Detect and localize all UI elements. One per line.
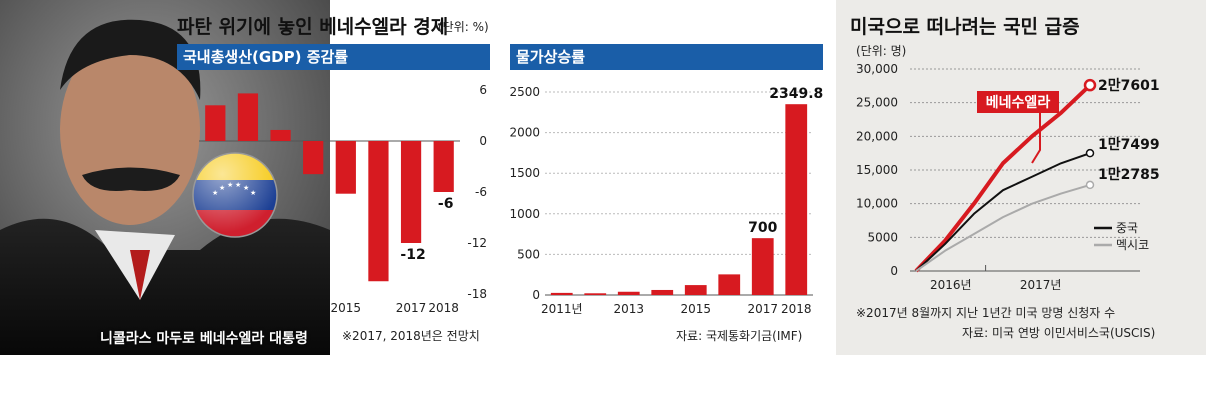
- series-end-label: 1만2785: [1098, 167, 1160, 183]
- y-tick-label: 30,000: [856, 62, 898, 76]
- y-tick-label: 0: [890, 264, 898, 278]
- venezuela-series-line: [914, 83, 1092, 273]
- cpi-source: 자료: 국제통화기금(IMF): [676, 329, 803, 343]
- y-tick-label: 2500: [509, 85, 540, 99]
- inflation-bar: [718, 274, 741, 295]
- x-tick-label: 2018: [781, 302, 812, 316]
- gdp-bar-chart: 6 0 -6 -12 -18 2015 2017 -12 2018 -6: [199, 83, 487, 315]
- x-tick-label: 2015: [680, 302, 711, 316]
- y-tick-label: 2000: [509, 126, 540, 140]
- y-tick-label: -18: [467, 287, 487, 301]
- gdp-bar: [368, 141, 389, 282]
- x-tick-label: 2017: [396, 301, 427, 315]
- legend-label-mexico: 멕시코: [1116, 238, 1149, 252]
- inflation-bar: [785, 104, 808, 295]
- gdp-bar: [335, 141, 356, 194]
- data-label: 2349.8: [769, 86, 823, 102]
- migration-source: 자료: 미국 연방 이민서비스국(USCIS): [962, 326, 1156, 340]
- person-caption: 니콜라스 마두로 베네수엘라 대통령: [100, 331, 308, 347]
- x-tick-label: 2011년: [541, 302, 583, 316]
- legend-label-china: 중국: [1116, 221, 1138, 235]
- venezuela-flag-icon: ★★★ ★★★: [192, 152, 278, 238]
- y-tick-label: 1000: [509, 207, 540, 221]
- inflation-bar: [684, 285, 707, 295]
- y-tick-label: 500: [517, 247, 540, 261]
- x-tick-label: 2018: [428, 301, 459, 315]
- x-tick-label: 2017: [747, 302, 778, 316]
- callout-pointer: [1031, 113, 1041, 164]
- series-end-label: 1만7499: [1098, 137, 1160, 153]
- x-tick-label: 2016년: [930, 278, 972, 292]
- inflation-bar: [617, 291, 640, 295]
- gdp-bar: [433, 141, 454, 192]
- cpi-panel-header: 물가상승률: [510, 44, 823, 70]
- x-tick-label: 2013: [613, 302, 644, 316]
- unit-label: (단위: %): [438, 20, 489, 34]
- mexico-series-line: [915, 183, 1091, 272]
- gdp-bar: [237, 93, 259, 141]
- y-tick-label: 20,000: [856, 129, 898, 143]
- inflation-bar: [550, 292, 573, 295]
- migration-footnote: ※2017년 8월까지 지난 1년간 미국 망명 신청자 수: [856, 306, 1116, 320]
- migration-line-chart: 30,000 25,000 20,000 15,000 10,000 5000 0 2016년…: [856, 62, 1160, 292]
- gdp-bar: [400, 141, 422, 243]
- y-tick-label: -12: [467, 236, 487, 250]
- migration-title: 미국으로 떠나려는 국민 급증: [850, 16, 1080, 38]
- y-tick-label: 5000: [867, 230, 898, 244]
- venezuela-callout-label: 베네수엘라: [986, 95, 1051, 111]
- gdp-bar: [205, 105, 226, 141]
- gdp-panel-header: 국내총생산(GDP) 증감률: [177, 44, 490, 70]
- inflation-bar: [651, 289, 674, 295]
- gdp-bar: [270, 129, 291, 141]
- data-label: -12: [400, 247, 425, 263]
- x-tick-label: 2015: [331, 301, 362, 315]
- data-label: 700: [748, 220, 777, 236]
- series-end-marker: [1085, 180, 1095, 190]
- page-title: 파탄 위기에 놓인 베네수엘라 경제: [177, 16, 449, 38]
- series-end-label: 2만7601: [1098, 78, 1160, 94]
- y-tick-label: 1500: [509, 166, 540, 180]
- y-tick-label: 15,000: [856, 163, 898, 177]
- series-end-marker: [1083, 78, 1097, 92]
- y-tick-label: -6: [475, 185, 487, 199]
- gdp-footnote: ※2017, 2018년은 전망치: [342, 329, 480, 343]
- gdp-bar: [303, 141, 324, 175]
- venezuela-callout-box: [977, 91, 1059, 113]
- data-label: -6: [438, 196, 454, 212]
- series-end-marker: [1085, 148, 1095, 158]
- migration-unit: (단위: 명): [856, 44, 907, 58]
- x-tick-label: 2017년: [1020, 278, 1062, 292]
- y-tick-label: 6: [479, 83, 487, 97]
- y-tick-label: 0: [479, 134, 487, 148]
- y-tick-label: 10,000: [856, 197, 898, 211]
- y-tick-label: 25,000: [856, 96, 898, 110]
- china-series-line: [915, 152, 1091, 272]
- y-tick-label: 0: [532, 288, 540, 302]
- migration-panel: [836, 0, 1206, 355]
- inflation-bar: [584, 293, 607, 295]
- inflation-bar: [751, 238, 774, 295]
